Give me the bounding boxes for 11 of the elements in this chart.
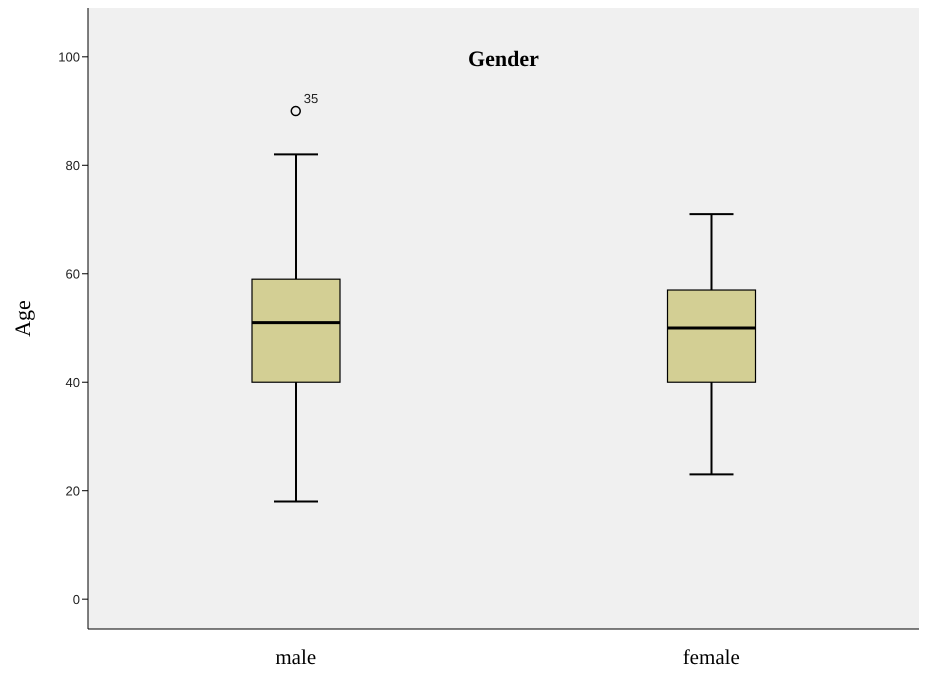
- y-axis-title: Age: [10, 300, 35, 337]
- x-tick-label: female: [682, 644, 740, 669]
- y-tick-label: 40: [66, 374, 80, 390]
- y-tick-label: 80: [66, 158, 80, 173]
- y-tick-label: 60: [66, 266, 80, 282]
- text: Gender: [467, 46, 540, 72]
- y-tick-label: 20: [66, 483, 80, 498]
- y-tick-label: 0: [72, 592, 80, 607]
- x-tick-label: male: [275, 644, 316, 669]
- annotation: 35: [304, 91, 318, 106]
- y-tick-label: 100: [58, 49, 80, 64]
